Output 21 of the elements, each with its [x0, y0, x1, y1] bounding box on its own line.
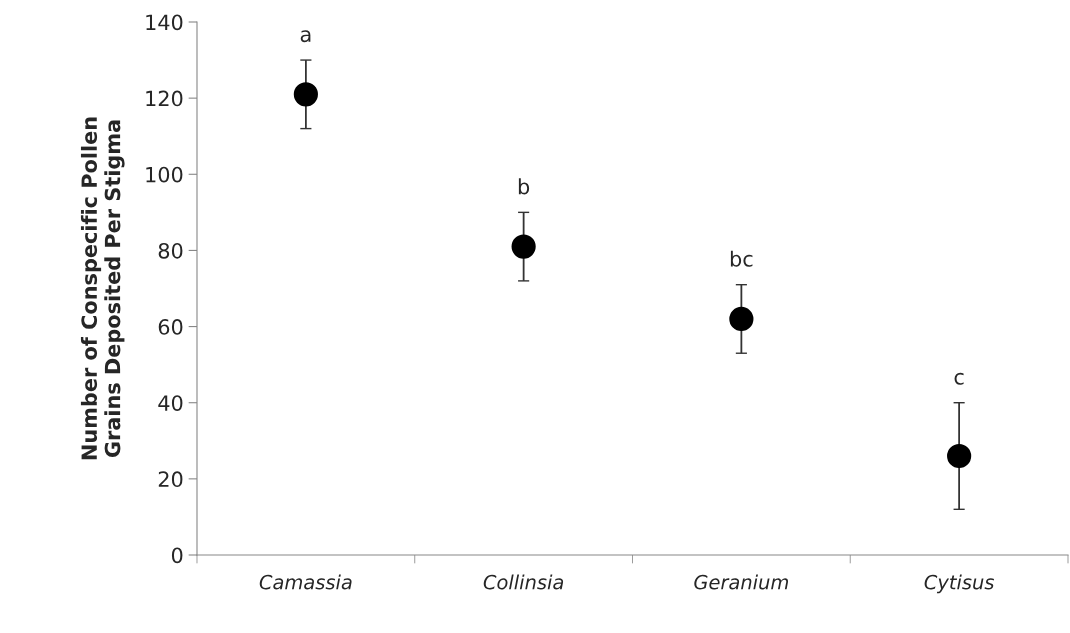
x-tick-label: Camassia — [259, 574, 352, 590]
point — [511, 234, 536, 259]
y-tick-label: 100 — [146, 166, 183, 183]
annotation: c — [954, 372, 964, 385]
point — [293, 82, 318, 107]
y-tick-label: 0 — [171, 547, 183, 564]
annotation: a — [300, 30, 311, 43]
x-tick-label: Geranium — [694, 574, 789, 590]
y-tick-label: 120 — [146, 90, 183, 107]
y-axis-title: Number of Conspecific Pollen Grains Deposited Per Stigma — [80, 117, 125, 460]
point — [729, 306, 754, 332]
point — [947, 443, 972, 469]
y-tick-label: 60 — [158, 319, 183, 335]
x-tick-label: Cytisus — [924, 574, 995, 594]
y-tick-label: 80 — [158, 242, 183, 259]
x-tick-label: Collinsia — [483, 574, 564, 590]
y-tick-label: 140 — [146, 14, 183, 31]
y-tick-label: 20 — [158, 471, 183, 488]
annotation: bc — [730, 250, 753, 267]
annotation: b — [518, 178, 530, 195]
y-tick-label: 40 — [158, 395, 183, 411]
